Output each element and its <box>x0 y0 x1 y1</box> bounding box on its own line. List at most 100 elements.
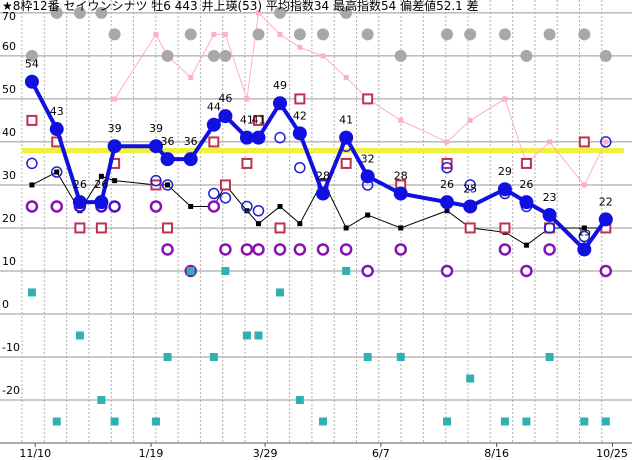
point <box>398 225 404 231</box>
point <box>29 182 35 188</box>
point <box>241 157 253 169</box>
data-label: 36 <box>184 135 198 148</box>
point <box>49 122 64 137</box>
point <box>599 264 613 278</box>
point <box>339 243 353 256</box>
point <box>276 288 284 297</box>
point <box>444 208 450 214</box>
point <box>112 178 118 184</box>
data-label: 44 <box>207 101 221 114</box>
point <box>253 114 264 126</box>
point <box>520 264 533 278</box>
point <box>317 28 329 41</box>
point <box>273 96 287 111</box>
data-label: 39 <box>108 122 122 135</box>
point <box>73 6 86 19</box>
point <box>110 417 119 426</box>
data-label: 26 <box>519 178 533 191</box>
point <box>547 139 553 145</box>
point <box>499 222 511 234</box>
y-tick-label: 60 <box>2 40 16 53</box>
point <box>97 395 106 404</box>
data-label: 46 <box>218 92 232 105</box>
point <box>295 395 304 404</box>
point <box>598 212 613 227</box>
point <box>206 117 221 132</box>
point <box>600 136 612 148</box>
data-label: 49 <box>273 79 287 92</box>
point <box>466 374 475 383</box>
data-label: 41 <box>339 114 353 127</box>
point <box>98 173 104 179</box>
point <box>578 230 591 243</box>
y-tick-label: 30 <box>2 169 16 182</box>
point <box>150 174 162 187</box>
point <box>188 203 194 209</box>
y-tick-label: -20 <box>2 384 20 397</box>
point <box>52 417 61 426</box>
point <box>27 288 36 297</box>
point <box>222 31 228 37</box>
point <box>340 6 353 19</box>
point <box>26 114 38 126</box>
point <box>160 152 175 167</box>
point <box>365 212 371 218</box>
x-tick-label: 1/19 <box>139 447 164 460</box>
point <box>254 331 263 340</box>
point <box>148 139 163 154</box>
data-label: 42 <box>293 109 307 122</box>
point <box>340 157 352 169</box>
point <box>74 222 86 234</box>
data-label: 39 <box>149 122 163 135</box>
y-tick-label: 10 <box>2 255 16 268</box>
point <box>277 31 283 37</box>
point <box>440 195 455 210</box>
point <box>581 182 587 188</box>
point <box>186 266 195 275</box>
y-tick-label: 50 <box>2 83 16 96</box>
point <box>361 28 374 41</box>
point <box>342 266 351 275</box>
point <box>520 157 532 169</box>
point <box>50 200 63 213</box>
point <box>581 225 587 231</box>
point <box>467 117 473 123</box>
point <box>54 169 60 175</box>
point <box>316 243 330 256</box>
point <box>500 417 509 426</box>
point <box>221 266 230 275</box>
point <box>316 186 330 201</box>
point <box>520 49 533 62</box>
point <box>393 186 408 201</box>
point <box>108 28 121 41</box>
point <box>441 161 453 174</box>
data-label: 43 <box>50 105 64 118</box>
point <box>398 117 404 123</box>
point <box>25 200 39 213</box>
point <box>293 243 307 256</box>
point <box>519 195 534 210</box>
point <box>208 136 220 148</box>
point <box>360 169 375 184</box>
data-label: 41 <box>240 114 254 127</box>
point <box>297 221 303 227</box>
x-tick-label: 8/16 <box>484 447 509 460</box>
point <box>396 352 405 361</box>
data-label: 25 <box>463 182 477 195</box>
point <box>219 192 232 204</box>
point <box>498 243 512 256</box>
point <box>343 74 349 80</box>
point <box>274 131 286 144</box>
point <box>343 225 349 231</box>
point <box>151 417 160 426</box>
point <box>599 49 612 62</box>
point <box>26 157 38 170</box>
point <box>242 331 251 340</box>
point <box>24 74 39 89</box>
point <box>252 204 265 217</box>
point <box>108 200 121 213</box>
point <box>543 243 556 256</box>
point <box>239 130 254 145</box>
data-label: 28 <box>394 170 408 183</box>
data-label: 28 <box>316 170 330 183</box>
